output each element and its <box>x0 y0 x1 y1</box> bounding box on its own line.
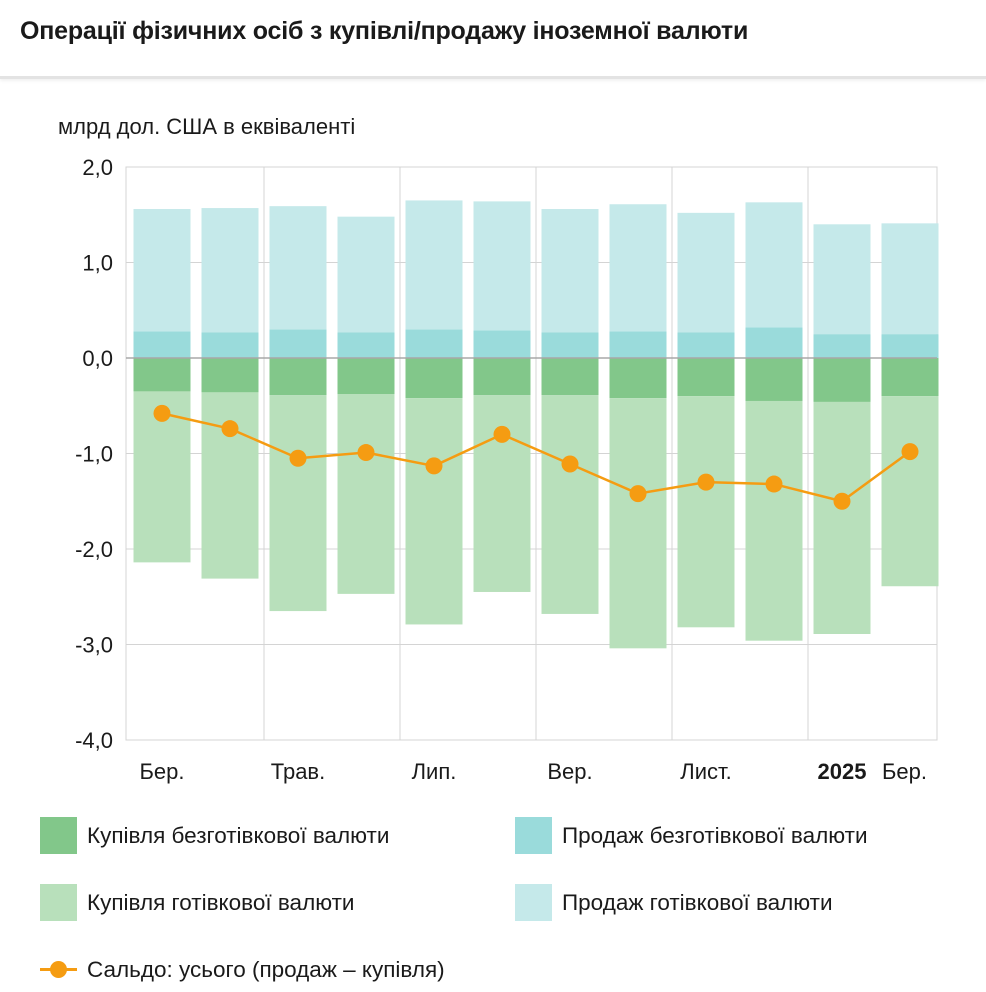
bar-cashless-sale <box>473 330 531 358</box>
bar-cashless-sale <box>813 334 871 358</box>
bar-cash-sale <box>133 209 191 332</box>
legend-label-cashless-sale: Продаж безготівкової валюти <box>562 822 868 848</box>
bar-cash-purchase <box>337 394 395 594</box>
chart-plot: 2,0 1,0 0,0 -1,0 -2,0 -3,0 -4,0 Бер. Трав. Лип. В… <box>75 155 939 784</box>
y-tick-label: -4,0 <box>75 728 113 753</box>
bar-cash-purchase <box>609 398 667 649</box>
legend-item-balance: Сальдо: усього (продаж – купівля) <box>40 951 445 988</box>
bar-cashless-sale <box>133 331 191 358</box>
legend-item-cash-sale: Продаж готівкової валюти <box>515 884 833 921</box>
bar-cashless-sale <box>609 331 667 358</box>
bar-cash-sale <box>405 200 463 330</box>
bar-cash-purchase <box>677 396 735 628</box>
bar-cash-sale <box>269 206 327 330</box>
legend-balance-dot <box>50 961 67 978</box>
bar-cashless-purchase <box>337 358 395 395</box>
x-tick-label: Трав. <box>271 759 325 784</box>
balance-point <box>697 473 715 491</box>
bar-cash-purchase <box>745 400 803 641</box>
balance-point <box>425 457 443 475</box>
bar-cash-sale <box>881 223 939 335</box>
x-tick-label: Вер. <box>547 759 592 784</box>
bar-cash-sale <box>201 208 259 333</box>
y-tick-label: 0,0 <box>82 346 113 371</box>
bar-cashless-purchase <box>609 358 667 399</box>
balance-point <box>833 492 851 510</box>
x-tick-label: Бер. <box>882 759 927 784</box>
balance-line-layer <box>153 404 919 510</box>
bar-cashless-purchase <box>473 358 531 396</box>
legend-item-cashless-sale: Продаж безготівкової валюти <box>515 817 868 854</box>
bar-cashless-purchase <box>201 358 259 393</box>
balance-point <box>153 404 171 422</box>
legend-swatch-cash-purchase <box>40 884 77 921</box>
bars-layer <box>133 200 939 649</box>
bar-cash-sale <box>813 224 871 335</box>
balance-point <box>289 449 307 467</box>
x-tick-label: Лист. <box>680 759 731 784</box>
bar-cashless-purchase <box>541 358 599 396</box>
bar-cashless-sale <box>201 332 259 358</box>
bar-cash-purchase <box>813 401 871 634</box>
x-tick-label: 2025 <box>818 759 867 784</box>
bar-cashless-sale <box>337 332 395 358</box>
legend-swatch-cash-sale <box>515 884 552 921</box>
legend-swatch-cashless-sale <box>515 817 552 854</box>
legend-label-cashless-purchase: Купівля безготівкової валюти <box>87 822 390 848</box>
bar-cash-purchase <box>473 395 531 592</box>
y-tick-label: -3,0 <box>75 633 113 658</box>
bar-cash-sale <box>745 202 803 328</box>
legend-swatch-cashless-purchase <box>40 817 77 854</box>
y-axis-unit-label: млрд дол. США в еквіваленті <box>58 114 356 139</box>
legend-item-cashless-purchase: Купівля безготівкової валюти <box>40 817 389 854</box>
legend-label-cash-sale: Продаж готівкової валюти <box>562 889 833 915</box>
legend-label-balance: Сальдо: усього (продаж – купівля) <box>87 956 445 982</box>
bar-cashless-sale <box>677 332 735 358</box>
bar-cashless-sale <box>881 334 939 358</box>
balance-point <box>493 425 511 443</box>
balance-point <box>765 475 783 493</box>
bar-cash-sale <box>677 212 735 333</box>
chart-title: Операції фізичних осіб з купівлі/продажу… <box>20 17 749 45</box>
bar-cash-sale <box>541 209 599 333</box>
bar-cash-sale <box>473 201 531 331</box>
bar-cashless-sale <box>405 329 463 358</box>
y-tick-label: -2,0 <box>75 537 113 562</box>
bar-cash-purchase <box>881 396 939 587</box>
balance-point <box>561 455 579 473</box>
balance-point <box>221 420 239 438</box>
y-tick-label: 1,0 <box>82 251 113 276</box>
bar-cash-purchase <box>541 395 599 614</box>
bar-cashless-sale <box>269 329 327 358</box>
legend-label-cash-purchase: Купівля готівкової валюти <box>87 889 355 915</box>
bar-cash-sale <box>337 216 395 333</box>
bar-cashless-purchase <box>133 358 191 392</box>
bar-cash-sale <box>609 204 667 332</box>
x-tick-label: Лип. <box>412 759 457 784</box>
chart-header: Операції фізичних осіб з купівлі/продажу… <box>0 0 986 79</box>
y-tick-label: 2,0 <box>82 155 113 180</box>
bar-cashless-sale <box>745 327 803 358</box>
balance-point <box>357 444 375 462</box>
bar-cashless-purchase <box>677 358 735 397</box>
x-tick-label: Бер. <box>139 759 184 784</box>
y-ticks: 2,0 1,0 0,0 -1,0 -2,0 -3,0 -4,0 <box>75 155 113 753</box>
balance-point <box>629 485 647 503</box>
y-tick-label: -1,0 <box>75 442 113 467</box>
legend-swatch-balance <box>40 951 77 988</box>
balance-line <box>161 412 911 503</box>
legend-item-cash-purchase: Купівля готівкової валюти <box>40 884 354 921</box>
bar-cashless-purchase <box>813 358 871 402</box>
bar-cashless-purchase <box>881 358 939 397</box>
bar-cashless-purchase <box>269 358 327 396</box>
bar-cash-purchase <box>405 398 463 625</box>
bar-cashless-sale <box>541 332 599 358</box>
bar-cashless-purchase <box>405 358 463 399</box>
bar-cash-purchase <box>269 395 327 612</box>
x-ticks: Бер. Трав. Лип. Вер. Лист. 2025 Бер. <box>139 759 927 784</box>
bar-cashless-purchase <box>745 358 803 401</box>
balance-point <box>901 443 919 461</box>
